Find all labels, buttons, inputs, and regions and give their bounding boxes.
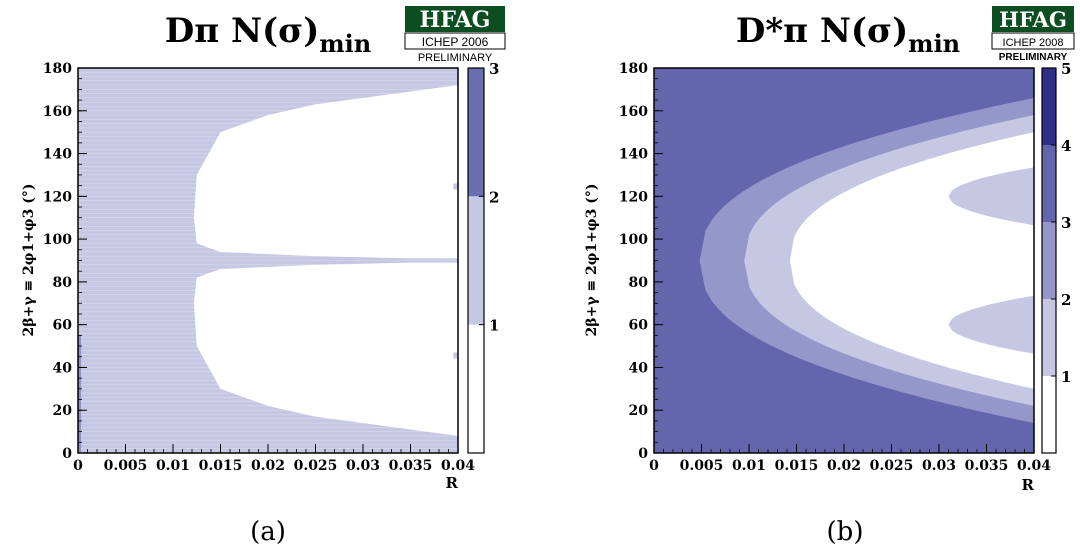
colorbar-band	[468, 68, 484, 197]
panel-b: 0 0.005 0.01 0.015 0.02 0.025 0.03 0.035 0.04 0 20…	[584, 6, 1075, 547]
logo-conf: ICHEP 2008	[1003, 37, 1064, 49]
colorbar-band	[1042, 68, 1056, 145]
caption-a: (a)	[250, 517, 286, 547]
x-tick-label: 0.035	[389, 458, 433, 474]
x-tick-label: 0.04	[441, 458, 475, 474]
colorbar-tick-label: 2	[489, 188, 499, 206]
logo-conf-box	[404, 32, 506, 50]
logo-status: PRELIMINARY	[999, 52, 1068, 63]
region-level-0-1-upper	[193, 85, 458, 259]
x-tick-label: 0.035	[965, 458, 1009, 474]
xlabel-b: R	[1022, 476, 1035, 494]
colorbar-tick-label: 5	[1061, 60, 1071, 78]
colorbar-tick-label: 3	[489, 60, 499, 78]
xlabel-a: R	[446, 474, 459, 492]
hfag-logo-b: HFAG ICHEP 2008 PRELIMINARY	[991, 6, 1075, 63]
colorbar-band	[1042, 376, 1056, 453]
x-tick-label: 0.025	[870, 458, 914, 474]
logo-banner	[405, 6, 505, 32]
edge-bin-right	[453, 352, 458, 359]
y-tick-label: 80	[53, 275, 73, 291]
x-tick-label: 0.03	[922, 458, 956, 474]
colorbar-band	[468, 324, 484, 453]
hfag-logo-a: HFAG ICHEP 2006 PRELIMINARY	[404, 6, 506, 64]
axes-b: 0 0.005 0.01 0.015 0.02 0.025 0.03 0.035 0.04 0 20…	[619, 61, 1052, 474]
x-tick-label: 0.025	[294, 458, 338, 474]
x-tick-label: 0	[649, 458, 659, 474]
caption-b: (b)	[827, 517, 864, 547]
colorbar-tick-label: 1	[489, 317, 499, 335]
x-tick-label: 0.005	[680, 458, 724, 474]
x-tick-label: 0.005	[104, 458, 148, 474]
axes-a: 0 0.005 0.01 0.015 0.02 0.025 0.03 0.035 0.04 0 20…	[43, 61, 476, 474]
logo-name: HFAG	[420, 7, 491, 33]
y-tick-label: 60	[629, 318, 649, 334]
region-island	[948, 167, 1034, 226]
colorbar-band	[1042, 299, 1056, 376]
colorbar-b: 1 2 3 4 5	[1041, 60, 1071, 454]
colorbar-tick-label: 1	[1061, 368, 1071, 386]
logo-banner	[992, 6, 1074, 32]
ylabel-a: 2β+γ ≡ 2φ1+φ3 (°)	[21, 184, 37, 337]
logo-name: HFAG	[999, 7, 1067, 32]
x-tick-label: 0.02	[251, 458, 285, 474]
x-tick-label: 0.01	[732, 458, 766, 474]
edge-bin-right	[453, 183, 458, 190]
chart-title-a: Dπ N(σ)min	[165, 11, 372, 58]
colorbar-tick-label: 4	[1061, 137, 1071, 155]
y-tick-label: 60	[53, 318, 73, 334]
colorbar-tick-label: 2	[1061, 291, 1071, 309]
colorbar-band	[1042, 145, 1056, 222]
region-island	[948, 295, 1034, 354]
y-tick-label: 160	[619, 104, 648, 120]
y-tick-label: 100	[43, 232, 72, 248]
x-tick-label: 0.015	[775, 458, 819, 474]
y-tick-label: 120	[619, 189, 648, 205]
logo-conf: ICHEP 2006	[422, 35, 489, 49]
y-tick-label: 120	[43, 189, 72, 205]
x-tick-label: 0.01	[156, 458, 190, 474]
y-tick-label: 80	[629, 275, 649, 291]
x-tick-label: 0.015	[199, 458, 243, 474]
colorbar-frame	[467, 67, 485, 454]
x-tick-label: 0.02	[827, 458, 861, 474]
y-tick-label: 0	[638, 446, 648, 462]
y-tick-label: 100	[619, 232, 648, 248]
y-tick-label: 40	[629, 360, 649, 376]
x-tick-label: 0.04	[1017, 458, 1051, 474]
y-tick-label: 20	[53, 403, 73, 419]
x-tick-label: 0.03	[346, 458, 380, 474]
colorbar-band	[1042, 222, 1056, 299]
colorbar-a: 1 2 3	[467, 60, 499, 454]
y-tick-label: 180	[619, 61, 648, 77]
x-tick-label: 0	[73, 458, 83, 474]
y-tick-label: 40	[53, 360, 73, 376]
heatmap-b	[654, 68, 1034, 453]
colorbar-tick-label: 3	[1061, 214, 1071, 232]
region-level-0-1-lower	[193, 262, 458, 436]
logo-conf-box	[991, 32, 1075, 50]
y-tick-label: 20	[629, 403, 649, 419]
chart-title-b: D*π N(σ)min	[736, 11, 960, 58]
y-tick-label: 160	[43, 104, 72, 120]
y-tick-label: 140	[619, 147, 648, 163]
panel-a: 0 0.005 0.01 0.015 0.02 0.025 0.03 0.035 0.04 0 20…	[21, 6, 506, 547]
ylabel-b: 2β+γ ≡ 2φ1+φ3 (°)	[584, 184, 600, 337]
colorbar-frame	[1041, 67, 1057, 454]
colorbar-band	[468, 196, 484, 325]
y-tick-label: 140	[43, 147, 72, 163]
y-tick-label: 180	[43, 61, 72, 77]
edge-bin-left	[78, 335, 81, 453]
y-tick-label: 0	[62, 446, 72, 462]
heatmap-a	[78, 68, 458, 453]
logo-status: PRELIMINARY	[418, 52, 493, 64]
